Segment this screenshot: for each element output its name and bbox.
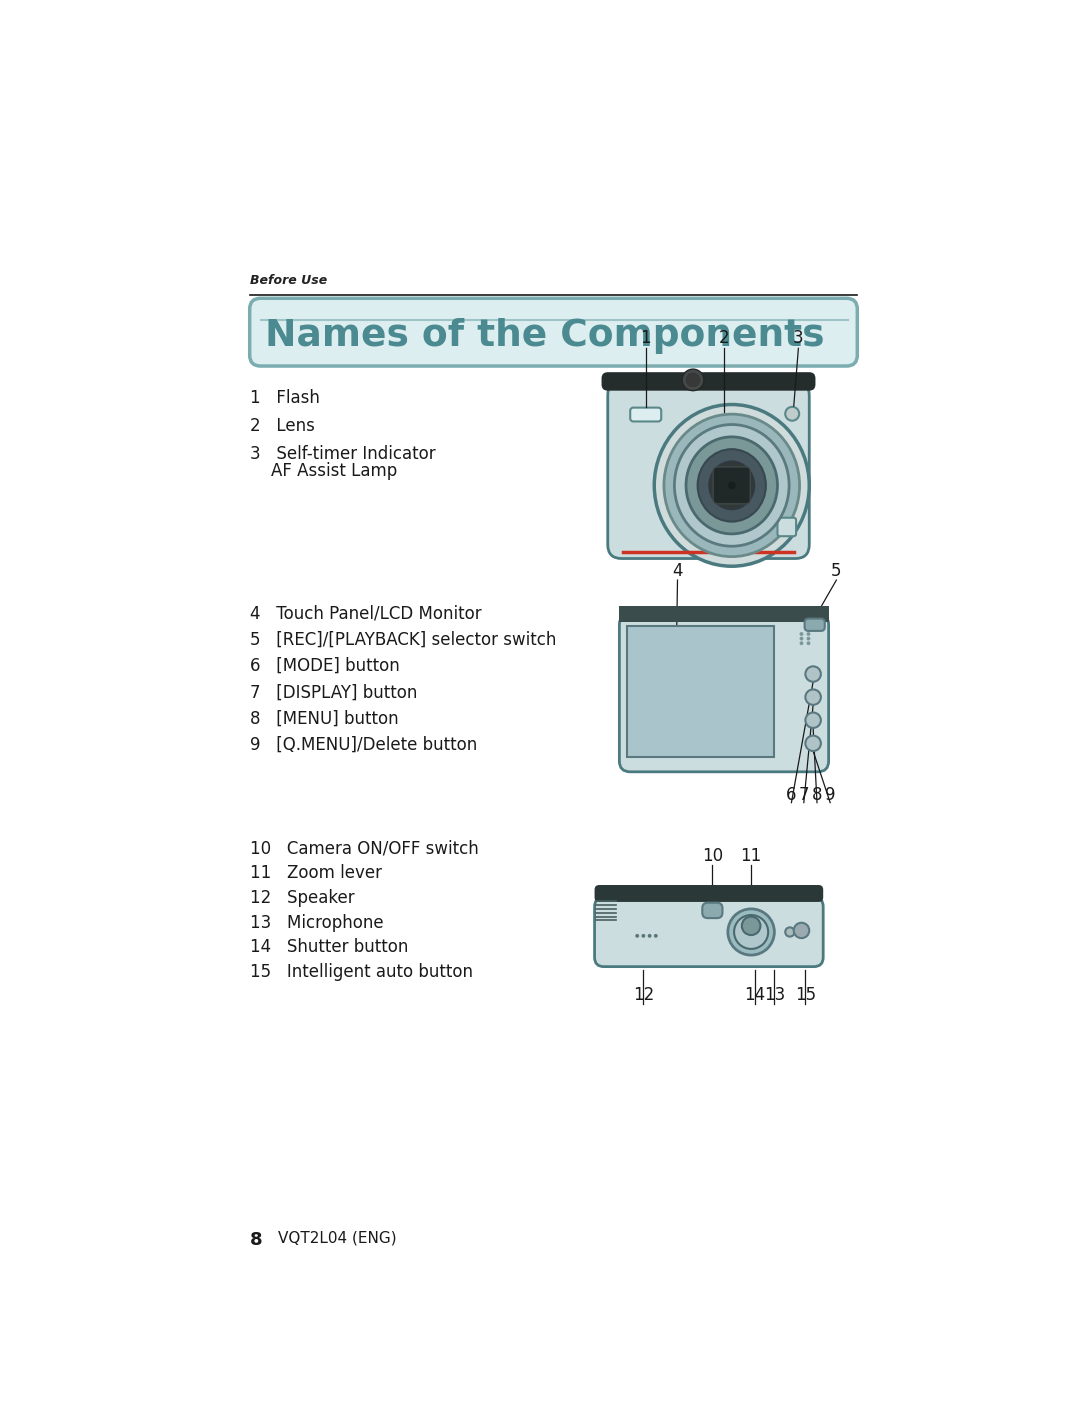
Ellipse shape xyxy=(698,450,766,522)
Circle shape xyxy=(686,373,700,387)
Text: 7   [DISPLAY] button: 7 [DISPLAY] button xyxy=(249,683,417,701)
Circle shape xyxy=(653,933,658,937)
Circle shape xyxy=(683,369,704,390)
Ellipse shape xyxy=(674,424,789,546)
Circle shape xyxy=(794,923,809,937)
Circle shape xyxy=(806,713,821,728)
FancyBboxPatch shape xyxy=(713,467,751,503)
Circle shape xyxy=(806,735,821,751)
Circle shape xyxy=(648,933,651,937)
Circle shape xyxy=(807,642,810,645)
Ellipse shape xyxy=(654,404,809,566)
Text: 8   [MENU] button: 8 [MENU] button xyxy=(249,710,399,727)
Circle shape xyxy=(742,916,760,935)
Circle shape xyxy=(799,642,804,645)
Text: 5   [REC]/[PLAYBACK] selector switch: 5 [REC]/[PLAYBACK] selector switch xyxy=(249,631,556,649)
Text: 9   [Q.MENU]/Delete button: 9 [Q.MENU]/Delete button xyxy=(249,735,477,754)
Circle shape xyxy=(806,666,821,682)
Text: 10: 10 xyxy=(702,847,723,865)
Text: 12   Speaker: 12 Speaker xyxy=(249,889,354,906)
FancyBboxPatch shape xyxy=(627,626,774,756)
Circle shape xyxy=(799,636,804,641)
Text: 15   Intelligent auto button: 15 Intelligent auto button xyxy=(249,963,473,981)
Text: 14   Shutter button: 14 Shutter button xyxy=(249,937,408,956)
Text: 2: 2 xyxy=(718,329,729,346)
FancyBboxPatch shape xyxy=(702,902,723,918)
Text: 3: 3 xyxy=(793,329,804,346)
Text: Names of the Components: Names of the Components xyxy=(266,318,825,355)
Ellipse shape xyxy=(686,437,778,534)
FancyBboxPatch shape xyxy=(249,298,858,366)
Circle shape xyxy=(785,407,799,421)
Circle shape xyxy=(807,632,810,636)
Circle shape xyxy=(807,636,810,641)
Text: 7: 7 xyxy=(798,786,809,805)
Ellipse shape xyxy=(664,414,799,557)
Text: AF Assist Lamp: AF Assist Lamp xyxy=(249,461,397,479)
Text: 10   Camera ON/OFF switch: 10 Camera ON/OFF switch xyxy=(249,840,478,857)
Text: 3   Self-timer Indicator: 3 Self-timer Indicator xyxy=(249,444,435,462)
Text: VQT2L04 (ENG): VQT2L04 (ENG) xyxy=(279,1230,397,1246)
Text: 11: 11 xyxy=(741,847,761,865)
FancyBboxPatch shape xyxy=(631,407,661,421)
Text: 12: 12 xyxy=(633,986,654,1004)
Text: 6   [MODE] button: 6 [MODE] button xyxy=(249,658,400,674)
Circle shape xyxy=(728,909,774,954)
Text: 15: 15 xyxy=(795,986,815,1004)
Text: 1: 1 xyxy=(640,329,651,346)
Text: 8: 8 xyxy=(812,786,822,805)
Circle shape xyxy=(642,933,646,937)
Text: 2   Lens: 2 Lens xyxy=(249,417,314,436)
Text: 13   Microphone: 13 Microphone xyxy=(249,913,383,932)
Text: 8: 8 xyxy=(249,1230,262,1249)
Text: 6: 6 xyxy=(786,786,797,805)
Circle shape xyxy=(728,482,735,489)
Text: 5: 5 xyxy=(832,563,841,580)
Circle shape xyxy=(635,933,639,937)
Circle shape xyxy=(806,690,821,704)
FancyBboxPatch shape xyxy=(608,382,809,559)
Text: 1   Flash: 1 Flash xyxy=(249,389,320,407)
Ellipse shape xyxy=(710,461,754,509)
FancyBboxPatch shape xyxy=(602,372,815,390)
Text: 14: 14 xyxy=(744,986,766,1004)
Circle shape xyxy=(799,632,804,636)
FancyBboxPatch shape xyxy=(805,618,825,631)
FancyBboxPatch shape xyxy=(595,885,823,902)
Text: 13: 13 xyxy=(764,986,785,1004)
Circle shape xyxy=(734,915,768,949)
Text: Before Use: Before Use xyxy=(249,274,327,287)
Text: 4: 4 xyxy=(672,563,683,580)
FancyBboxPatch shape xyxy=(778,518,796,536)
FancyBboxPatch shape xyxy=(595,898,823,967)
FancyBboxPatch shape xyxy=(619,614,828,772)
Text: 9: 9 xyxy=(825,786,836,805)
Text: 4   Touch Panel/LCD Monitor: 4 Touch Panel/LCD Monitor xyxy=(249,605,482,622)
Circle shape xyxy=(785,928,795,936)
Text: 11   Zoom lever: 11 Zoom lever xyxy=(249,864,381,882)
FancyBboxPatch shape xyxy=(619,605,828,622)
